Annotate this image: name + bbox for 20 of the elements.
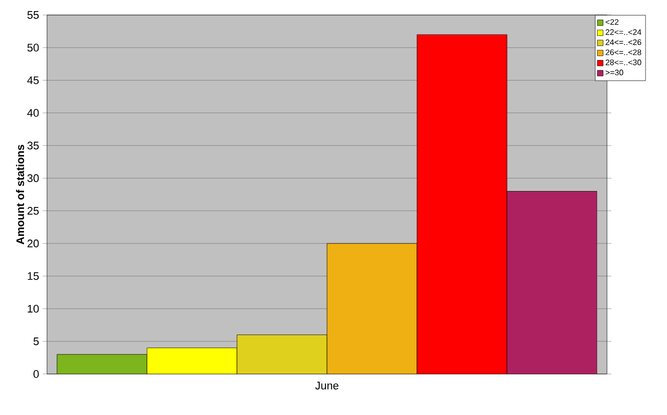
legend-label: 24<=..<26 [606,39,642,46]
y-tick-label: 45 [27,76,39,84]
y-tick-label: 5 [34,338,39,346]
y-tick-label: 30 [27,174,39,182]
y-tick-label: 15 [28,272,39,280]
legend-label: <22 [606,19,618,25]
y-tick-label: 35 [27,142,39,150]
y-tick-label: 50 [27,44,39,52]
y-tick-label: 55 [27,11,39,19]
legend-label: 22<=..<24 [606,29,642,35]
y-tick-label: 0 [34,370,39,378]
y-tick-label: 40 [27,109,39,117]
y-tick-label: 20 [28,240,39,248]
y-axis-title: Amount of stations [16,144,24,244]
legend-label: 28<=..<30 [606,60,642,66]
legend-label: 26<=..<28 [606,49,642,56]
y-tick-label: 10 [28,304,39,313]
legend-label: >=30 [606,70,624,76]
x-tick-label: June [315,382,338,390]
y-tick-label: 25 [28,206,39,215]
